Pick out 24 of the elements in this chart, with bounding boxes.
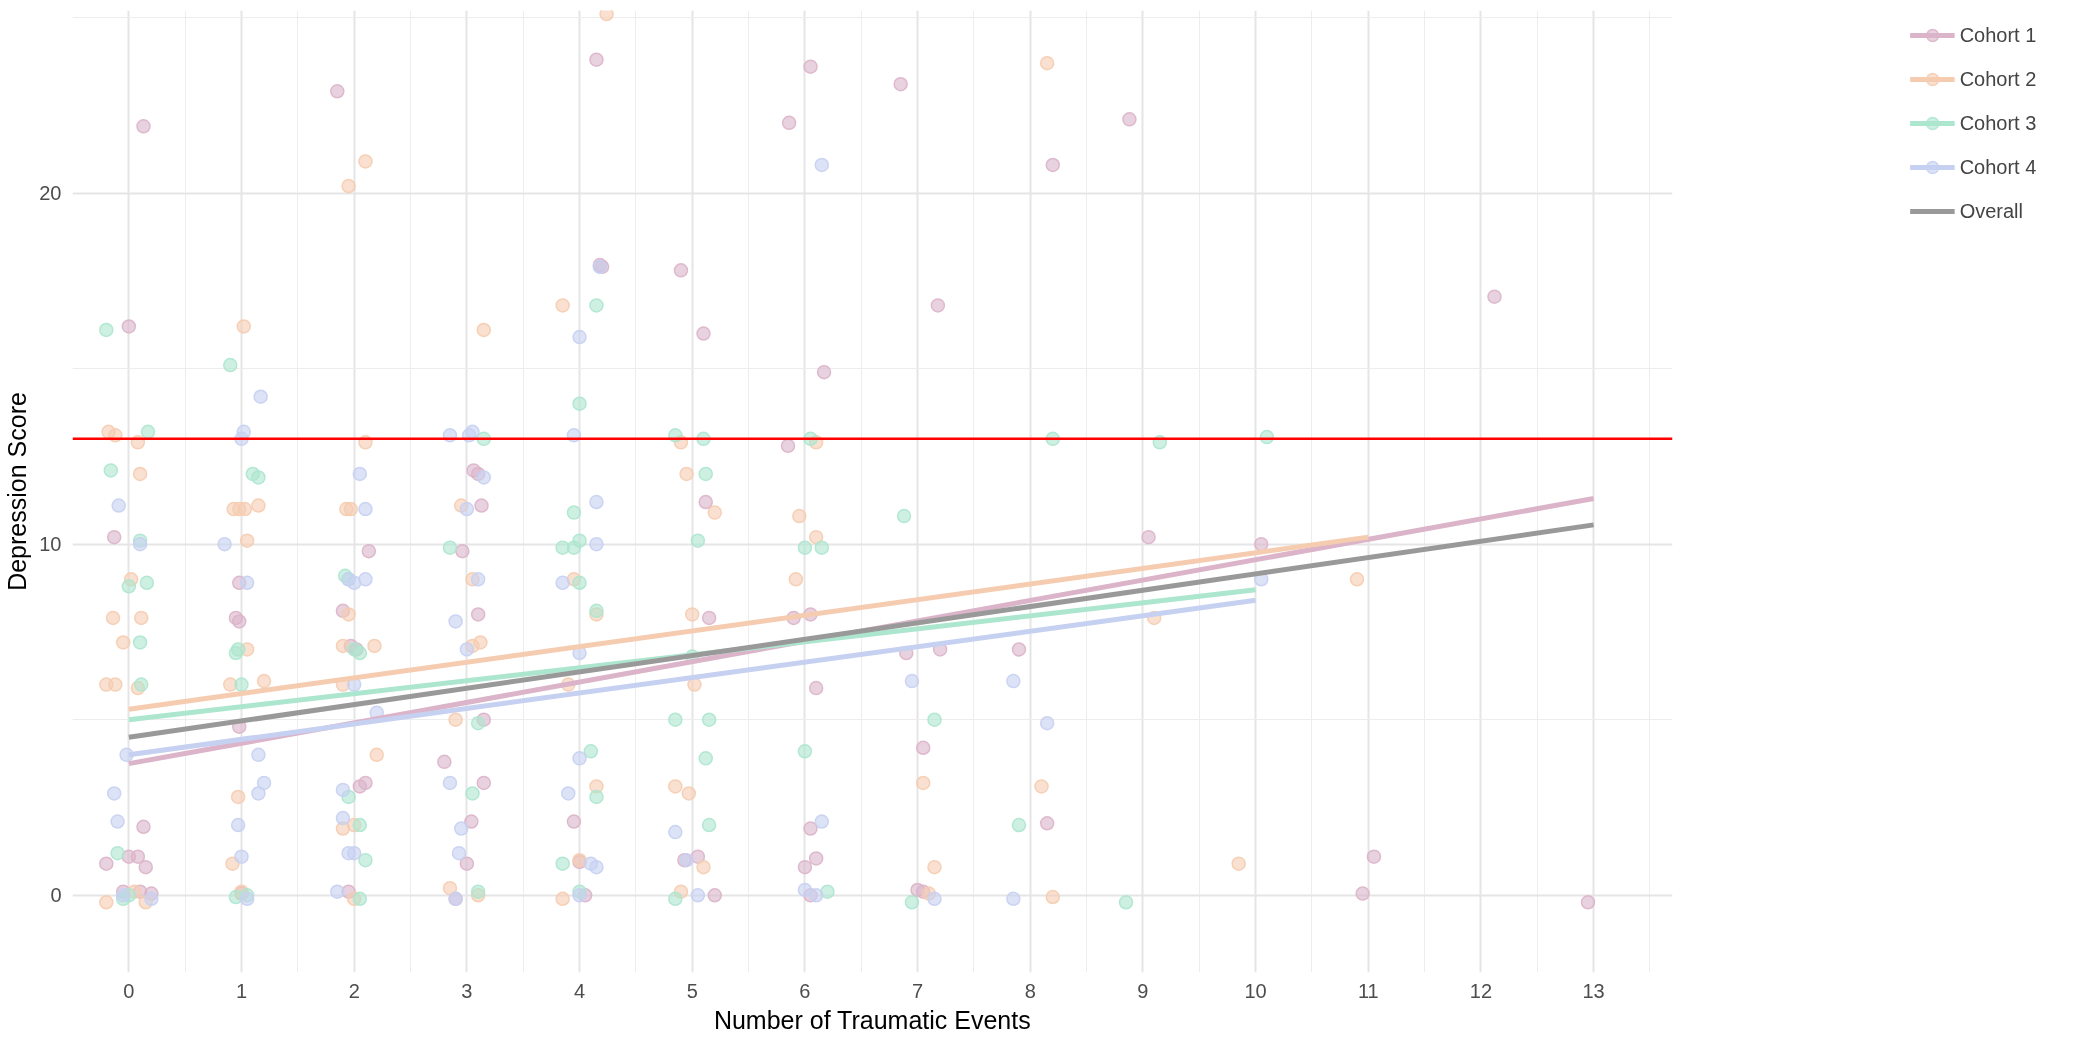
legend-label: Cohort 3 [1959,111,2037,135]
y-tick-label: 20 [39,182,62,205]
legend-label: Overall [1959,199,2023,223]
x-tick-label: 2 [348,979,360,1002]
x-tick-label: 6 [799,979,811,1002]
x-tick-label: 12 [1469,979,1493,1002]
x-tick-label: 9 [1137,979,1149,1002]
legend-label: Cohort 2 [1959,67,2037,91]
x-tick-label: 4 [573,979,586,1002]
y-axis-title: Depression Score [3,392,32,591]
legend-label: Cohort 4 [1959,155,2037,179]
x-axis-title: Number of Traumatic Events [713,1005,1031,1034]
x-tick-label: 3 [461,979,473,1002]
legend-label: Cohort 1 [1959,23,2037,47]
x-tick-label: 11 [1357,979,1379,1002]
x-tick-label: 1 [235,979,248,1002]
x-tick-label: 8 [1024,979,1036,1002]
x-tick-label: 5 [686,979,698,1002]
x-tick-label: 0 [123,979,135,1002]
x-tick-label: 7 [912,979,924,1002]
x-tick-label: 10 [1244,979,1267,1002]
y-tick-label: 0 [50,884,62,907]
y-tick-label: 10 [39,533,62,556]
x-tick-label: 13 [1582,979,1605,1002]
